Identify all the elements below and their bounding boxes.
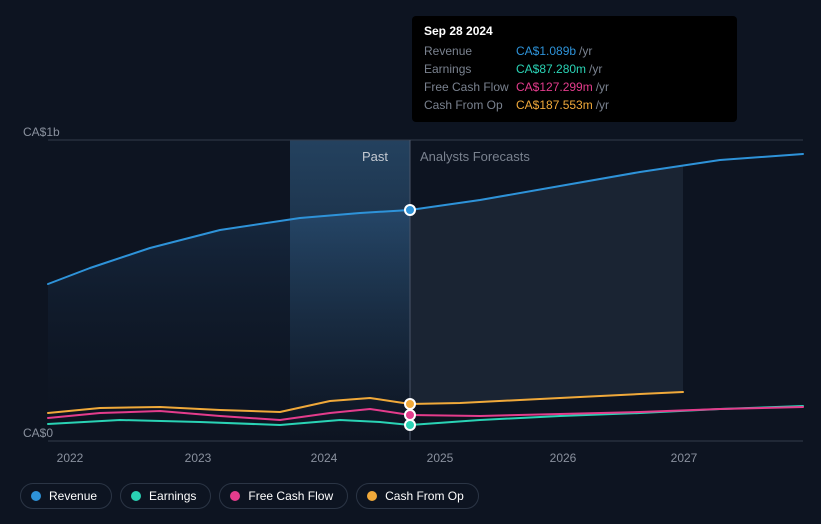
x-axis-tick: 2022 [57,451,84,465]
legend-swatch [31,491,41,501]
tooltip: Sep 28 2024 RevenueCA$1.089b/yrEarningsC… [412,16,737,122]
tooltip-row: Cash From OpCA$187.553m/yr [424,96,725,114]
x-axis-tick: 2024 [311,451,338,465]
tooltip-row-unit: /yr [596,96,609,114]
legend-swatch [367,491,377,501]
x-axis-tick: 2026 [550,451,577,465]
tooltip-row-label: Revenue [424,42,516,60]
y-axis-label: CA$0 [23,426,53,440]
tooltip-rows: RevenueCA$1.089b/yrEarningsCA$87.280m/yr… [424,42,725,114]
tooltip-row-label: Free Cash Flow [424,78,516,96]
marker-cfo [405,399,415,409]
section-forecast-label: Analysts Forecasts [420,149,530,164]
marker-fcf [405,410,415,420]
legend-item[interactable]: Revenue [20,483,112,509]
tooltip-row-value: CA$187.553m [516,96,593,114]
tooltip-row: Free Cash FlowCA$127.299m/yr [424,78,725,96]
section-past-label: Past [362,149,388,164]
x-axis-tick: 2023 [185,451,212,465]
legend-swatch [131,491,141,501]
tooltip-row-unit: /yr [596,78,609,96]
tooltip-row-value: CA$127.299m [516,78,593,96]
legend-swatch [230,491,240,501]
legend-label: Cash From Op [385,489,464,503]
chart-container: Sep 28 2024 RevenueCA$1.089b/yrEarningsC… [0,0,821,524]
tooltip-row-label: Cash From Op [424,96,516,114]
tooltip-row: RevenueCA$1.089b/yr [424,42,725,60]
marker-revenue [405,205,415,215]
forecast-band [410,166,683,404]
tooltip-row-unit: /yr [589,60,602,78]
tooltip-row-value: CA$87.280m [516,60,586,78]
x-axis-tick: 2027 [671,451,698,465]
legend-label: Revenue [49,489,97,503]
legend-label: Earnings [149,489,196,503]
y-axis-label: CA$1b [23,125,60,139]
highlight-band [290,140,410,440]
marker-earnings [405,420,415,430]
legend-label: Free Cash Flow [248,489,333,503]
tooltip-row-unit: /yr [579,42,592,60]
x-axis-tick: 2025 [427,451,454,465]
legend-item[interactable]: Cash From Op [356,483,479,509]
tooltip-date: Sep 28 2024 [424,24,725,38]
legend: Revenue Earnings Free Cash Flow Cash From O… [20,483,479,509]
tooltip-row: EarningsCA$87.280m/yr [424,60,725,78]
legend-item[interactable]: Free Cash Flow [219,483,348,509]
tooltip-row-label: Earnings [424,60,516,78]
legend-item[interactable]: Earnings [120,483,211,509]
tooltip-row-value: CA$1.089b [516,42,576,60]
